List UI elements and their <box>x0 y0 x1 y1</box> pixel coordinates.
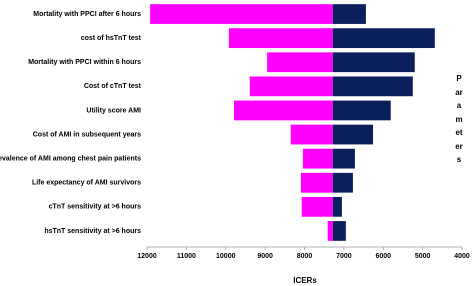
bar <box>332 52 415 73</box>
bar <box>150 4 333 24</box>
category-label: Cost of AMI in subsequent years <box>33 131 141 138</box>
bar <box>249 76 333 97</box>
bar <box>300 172 333 193</box>
x-tick-label: 11000 <box>177 253 196 260</box>
x-tick-label: 9000 <box>257 253 273 260</box>
x-tick-label: 5000 <box>415 253 431 260</box>
x-tick-label: 7000 <box>336 253 352 260</box>
bar <box>332 148 355 169</box>
bar <box>332 100 391 121</box>
x-tick-label: 10000 <box>216 253 236 260</box>
bar <box>301 196 333 217</box>
category-label: Mortality with PPCI within 6 hours <box>28 59 141 66</box>
bar <box>332 28 435 49</box>
category-label: Cost of cTnT test <box>84 83 142 90</box>
x-tick-label: 12000 <box>137 253 157 260</box>
bar <box>290 124 333 145</box>
x-tick-label: 8000 <box>297 253 313 260</box>
bar <box>332 196 342 217</box>
bar <box>332 76 413 97</box>
bar <box>332 4 366 24</box>
category-label: hsTnT sensitivity at >6 hours <box>44 228 141 235</box>
category-label: Prevalence of AMI among chest pain patie… <box>0 155 141 162</box>
x-tick-label: 6000 <box>375 253 391 260</box>
bar <box>332 221 346 241</box>
category-label: Mortality with PPCI after 6 hours <box>33 11 141 18</box>
bar <box>302 148 333 169</box>
x-axis-title: ICERs <box>293 276 317 285</box>
bar <box>267 52 333 73</box>
category-label: cost of hsTnT test <box>81 35 142 42</box>
x-tick-label: 4000 <box>454 253 470 260</box>
category-label: cTnT sensitivity at >6 hours <box>49 204 141 211</box>
bar <box>332 124 374 145</box>
y-axis-title: Parameters <box>455 74 463 164</box>
category-label: Life expectancy of AMI survivors <box>32 180 141 187</box>
bar <box>234 100 333 121</box>
category-label: Utility score AMI <box>86 107 141 114</box>
bar <box>228 28 333 49</box>
bar <box>332 172 353 193</box>
bar <box>327 221 333 241</box>
